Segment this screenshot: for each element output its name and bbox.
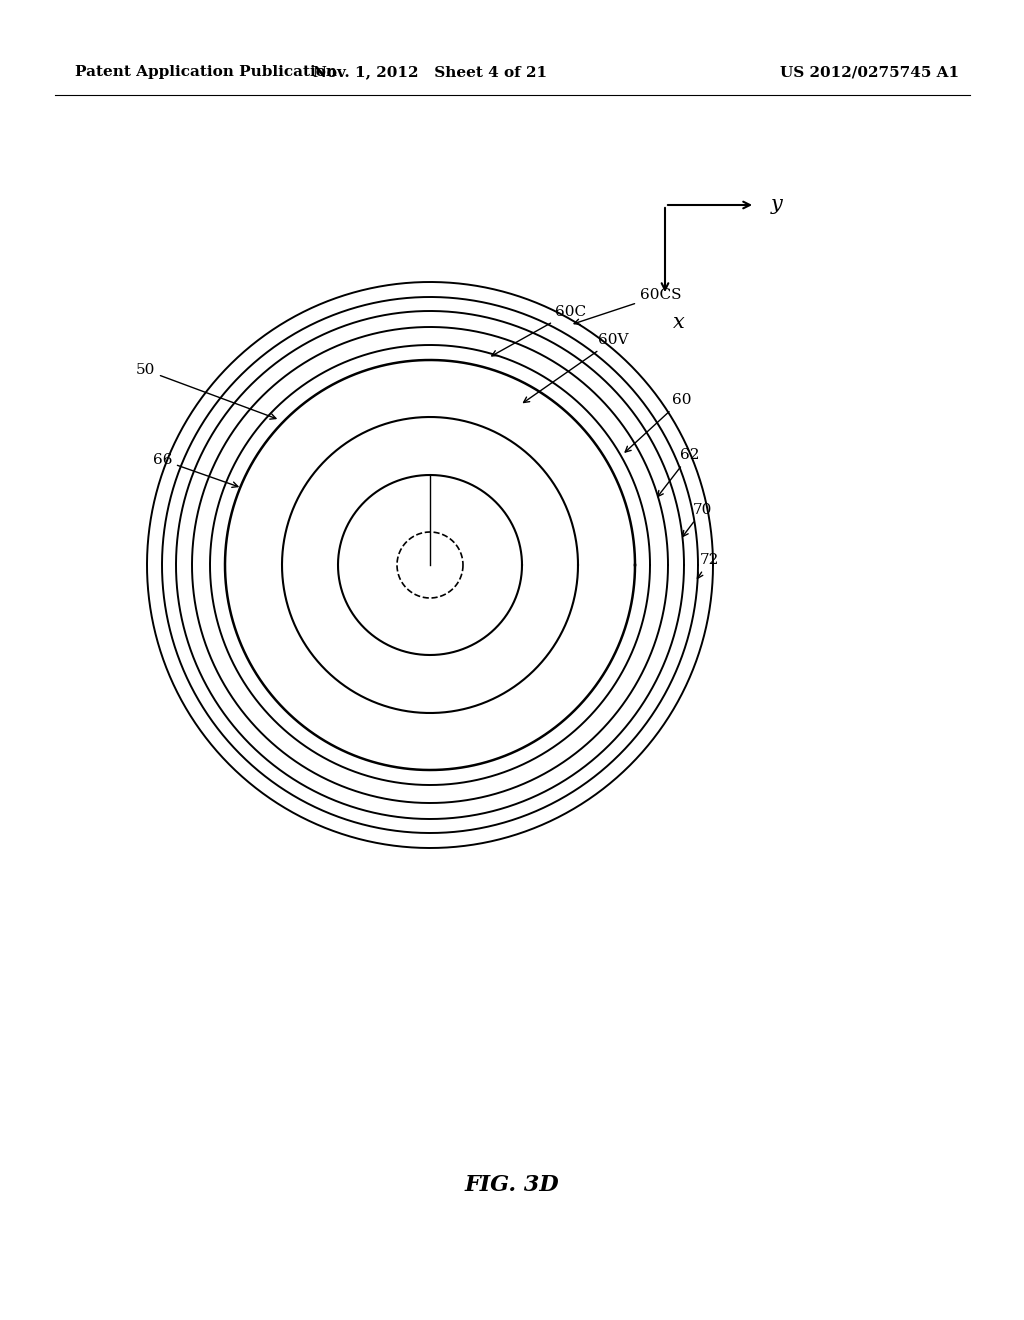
Text: 60CS: 60CS bbox=[574, 288, 682, 325]
Text: y: y bbox=[771, 195, 782, 214]
Text: 50: 50 bbox=[135, 363, 275, 420]
Text: 70: 70 bbox=[683, 503, 713, 536]
Text: 62: 62 bbox=[657, 447, 699, 496]
Text: 60C: 60C bbox=[492, 305, 586, 356]
Text: US 2012/0275745 A1: US 2012/0275745 A1 bbox=[780, 65, 959, 79]
Text: Nov. 1, 2012   Sheet 4 of 21: Nov. 1, 2012 Sheet 4 of 21 bbox=[313, 65, 547, 79]
Text: 66: 66 bbox=[153, 453, 238, 487]
Text: FIG. 3D: FIG. 3D bbox=[465, 1173, 559, 1196]
Text: 60: 60 bbox=[626, 393, 691, 451]
Text: x: x bbox=[673, 313, 685, 333]
Text: 60V: 60V bbox=[523, 333, 629, 403]
Text: 72: 72 bbox=[697, 553, 720, 578]
Text: Patent Application Publication: Patent Application Publication bbox=[75, 65, 337, 79]
